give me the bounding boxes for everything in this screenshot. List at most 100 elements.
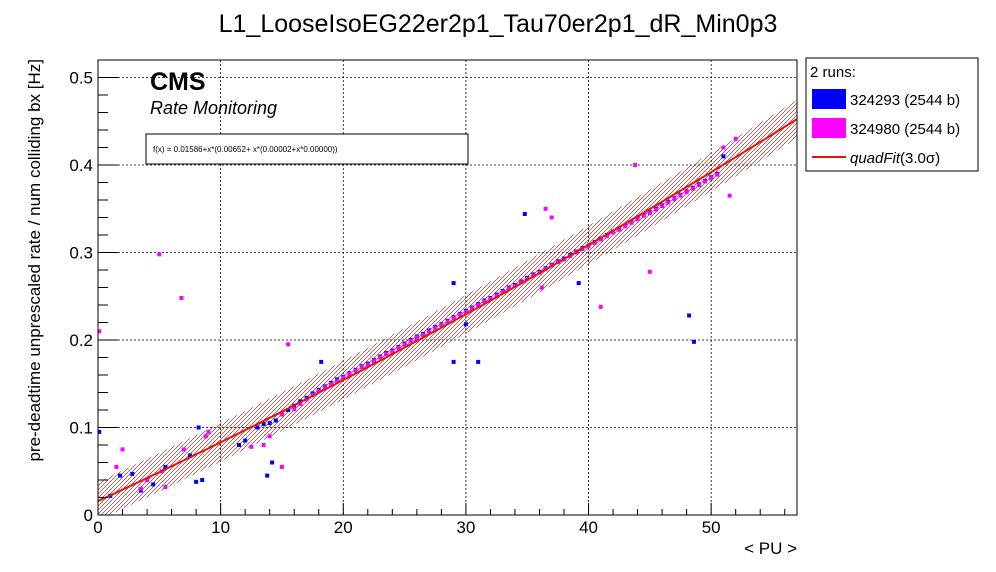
point-run-324980 xyxy=(451,316,456,321)
point-run-324980 xyxy=(727,193,732,198)
point-run-324980 xyxy=(641,213,646,218)
point-run-324293 xyxy=(200,478,205,482)
y-tick-label: 0.3 xyxy=(69,244,93,263)
point-run-324980 xyxy=(543,206,548,211)
point-run-324980 xyxy=(703,179,707,184)
quadfit-curve xyxy=(98,118,797,503)
chart-title: L1_LooseIsoEG22er2p1_Tau70er2p1_dR_Min0p… xyxy=(219,10,778,38)
point-run-324293 xyxy=(243,438,248,443)
legend-swatch-run-324980 xyxy=(812,118,846,138)
fit-line xyxy=(98,118,797,503)
point-run-324980 xyxy=(206,429,211,434)
point-run-324980 xyxy=(347,372,352,377)
point-run-324980 xyxy=(525,276,530,281)
y-tick-label: 0.4 xyxy=(69,156,93,175)
point-run-324293 xyxy=(721,154,726,159)
point-run-324980 xyxy=(586,244,591,249)
point-run-324293 xyxy=(255,425,260,430)
point-run-324293 xyxy=(188,453,192,458)
point-run-324980 xyxy=(98,329,102,334)
point-run-324293 xyxy=(522,212,527,216)
point-run-324293 xyxy=(451,281,456,286)
x-tick-label: 50 xyxy=(702,518,721,537)
legend-label-run-324980: 324980 (2544 b) xyxy=(850,121,960,138)
point-run-324980 xyxy=(267,434,272,439)
point-run-324293 xyxy=(130,471,135,476)
x-tick-label: 30 xyxy=(456,518,475,537)
point-run-324980 xyxy=(684,190,689,195)
point-run-324980 xyxy=(414,335,419,340)
point-run-324293 xyxy=(265,473,270,478)
fit-sigma-band xyxy=(98,99,797,515)
point-run-324293 xyxy=(194,479,199,484)
point-run-324980 xyxy=(279,412,284,417)
point-run-324980 xyxy=(623,224,628,229)
point-run-324980 xyxy=(463,310,468,314)
legend-label-quadfit: quadFit(3.0σ) xyxy=(850,150,940,167)
point-run-324293 xyxy=(237,443,241,447)
point-run-324293 xyxy=(286,408,291,412)
point-run-324980 xyxy=(279,464,284,469)
cms-label: CMS xyxy=(150,68,206,96)
point-run-324980 xyxy=(203,434,208,439)
x-axis-label: < PU > xyxy=(744,539,797,558)
point-run-324980 xyxy=(482,299,487,304)
y-axis-label: pre-deadtime unprescaled rate / num coll… xyxy=(25,59,44,462)
y-tick-label: 0.1 xyxy=(69,419,93,438)
point-run-324980 xyxy=(549,215,554,220)
point-run-324293 xyxy=(476,359,481,364)
point-run-324980 xyxy=(733,136,738,141)
point-run-324980 xyxy=(157,252,162,257)
point-run-324293 xyxy=(273,418,278,423)
point-run-324980 xyxy=(114,464,119,469)
legend-quadfit-sigma: (3.0σ) xyxy=(900,150,940,167)
point-run-324980 xyxy=(179,296,184,300)
point-run-324980 xyxy=(402,342,407,347)
point-run-324293 xyxy=(451,359,456,364)
point-run-324980 xyxy=(611,230,616,235)
point-run-324980 xyxy=(439,323,444,328)
fit-box xyxy=(145,133,469,165)
point-run-324980 xyxy=(709,176,714,181)
x-tick-label: 10 xyxy=(211,518,230,537)
point-run-324293 xyxy=(151,482,156,487)
point-run-324980 xyxy=(365,362,370,367)
legend-header: 2 runs: xyxy=(810,64,856,81)
point-run-324980 xyxy=(359,365,364,370)
point-run-324980 xyxy=(531,273,536,278)
legend: 2 runs: 324293 (2544 b) 324980 (2544 b) … xyxy=(805,57,979,172)
point-run-324980 xyxy=(298,401,303,406)
point-run-324293 xyxy=(163,464,168,469)
point-run-324980 xyxy=(666,200,671,205)
point-run-324980 xyxy=(598,237,603,242)
point-run-324980 xyxy=(690,186,695,191)
point-run-324980 xyxy=(660,204,665,209)
point-run-324293 xyxy=(692,339,696,344)
legend-quadfit-name: quadFit xyxy=(850,150,901,167)
point-run-324980 xyxy=(457,312,462,317)
point-run-324980 xyxy=(396,345,401,350)
point-run-324980 xyxy=(635,217,640,222)
point-run-324980 xyxy=(335,379,340,384)
point-run-324293 xyxy=(319,359,324,364)
point-run-324980 xyxy=(353,368,358,373)
point-run-324980 xyxy=(647,269,652,274)
point-run-324980 xyxy=(427,329,432,334)
point-run-324980 xyxy=(488,296,493,301)
point-run-324980 xyxy=(672,197,677,202)
legend-swatch-run-324293 xyxy=(812,89,846,109)
legend-frame xyxy=(805,57,979,172)
x-tick-label: 40 xyxy=(579,518,598,537)
point-run-324980 xyxy=(470,306,474,311)
point-run-324980 xyxy=(384,352,389,356)
rate-monitoring-label: Rate Monitoring xyxy=(150,98,277,118)
point-run-324980 xyxy=(292,407,297,412)
point-run-324980 xyxy=(433,325,438,330)
point-run-324980 xyxy=(322,385,327,390)
point-run-324980 xyxy=(539,285,544,290)
point-run-324980 xyxy=(592,240,597,245)
point-run-324980 xyxy=(408,338,413,343)
point-run-324980 xyxy=(421,332,425,337)
point-run-324293 xyxy=(463,322,468,327)
